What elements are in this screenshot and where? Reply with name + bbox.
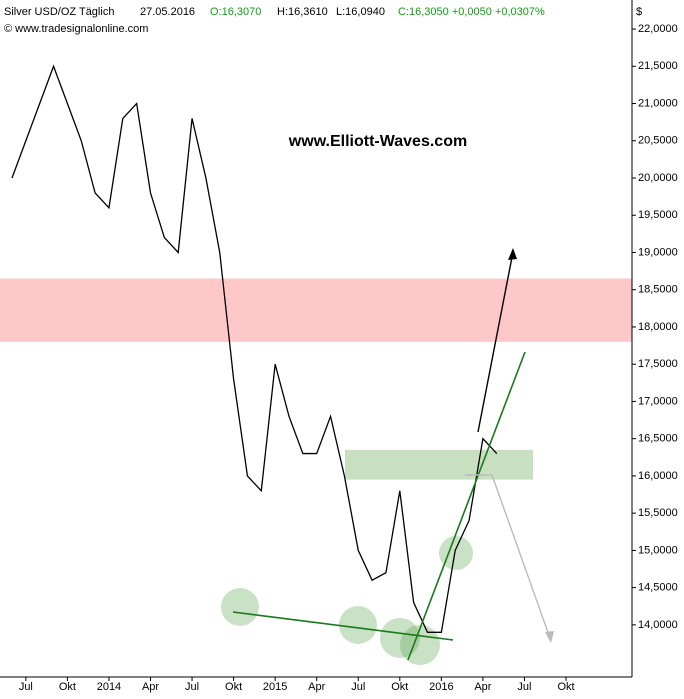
x-tick-label: 2014 (97, 681, 121, 693)
y-tick-label: 15,0000 (638, 544, 678, 556)
highlight-circle (439, 536, 473, 570)
x-tick-label: Okt (59, 681, 76, 693)
price-zone (345, 449, 533, 480)
x-tick-label: Jul (517, 681, 531, 693)
header-high: H:16,3610 (277, 6, 328, 18)
y-tick-label: 15,5000 (638, 507, 678, 519)
y-tick-label: 17,5000 (638, 358, 678, 370)
highlight-circle (380, 618, 420, 658)
x-tick-label: Okt (225, 681, 242, 693)
y-tick-label: 14,0000 (638, 619, 678, 631)
trend-lines (232, 248, 554, 661)
projection-arrow (477, 251, 514, 433)
y-tick-label: 22,0000 (638, 23, 678, 35)
zones (0, 278, 632, 480)
y-tick-label: 18,0000 (638, 321, 678, 333)
price-line (11, 64, 498, 633)
x-tick-label: Jul (185, 681, 199, 693)
y-tick-label: 20,0000 (638, 172, 678, 184)
axes: 14,0000 14,5000 15,0000 15,5000 16,0000 16,50… (19, 23, 678, 693)
header-change: C:16,3050 +0,0050 +0,0307% (398, 6, 545, 18)
y-tick-label: 16,5000 (638, 433, 678, 445)
highlight-circle (221, 588, 259, 626)
y-tick-label: 19,5000 (638, 209, 678, 221)
projection-arrow (465, 474, 551, 639)
y-tick-label: 21,0000 (638, 97, 678, 109)
x-tick-label: Okt (557, 681, 574, 693)
header-date: 27.05.2016 (140, 6, 195, 18)
x-tick-label: Apr (474, 681, 491, 693)
price-zone (0, 278, 632, 342)
x-tick-label: 2015 (263, 681, 287, 693)
arrow-head (508, 248, 517, 260)
header-symbol: Silver USD/OZ Täglich (4, 6, 114, 18)
trend-line (407, 351, 526, 661)
x-tick-label: Jul (351, 681, 365, 693)
y-tick-label: 14,5000 (638, 582, 678, 594)
copyright: © www.tradesignalonline.com (4, 23, 148, 35)
y-tick-label: 20,5000 (638, 135, 678, 147)
y-tick-label: 16,0000 (638, 470, 678, 482)
x-tick-label: 2016 (429, 681, 453, 693)
currency-label: $ (636, 6, 642, 18)
header-low: L:16,0940 (336, 6, 385, 18)
trend-line (232, 611, 454, 641)
arrow-head (545, 631, 554, 643)
y-tick-label: 18,5000 (638, 284, 678, 296)
series (11, 64, 498, 633)
y-tick-label: 19,0000 (638, 246, 678, 258)
y-tick-label: 21,5000 (638, 60, 678, 72)
highlight-circle (339, 606, 377, 644)
x-tick-label: Apr (142, 681, 159, 693)
x-tick-label: Apr (308, 681, 325, 693)
header-open: O:16,3070 (210, 6, 261, 18)
watermark: www.Elliott-Waves.com (288, 133, 467, 150)
highlight-circle (400, 625, 440, 665)
annotation-shapes (221, 536, 473, 665)
y-tick-label: 17,0000 (638, 395, 678, 407)
x-tick-label: Jul (19, 681, 33, 693)
x-tick-label: Okt (391, 681, 408, 693)
